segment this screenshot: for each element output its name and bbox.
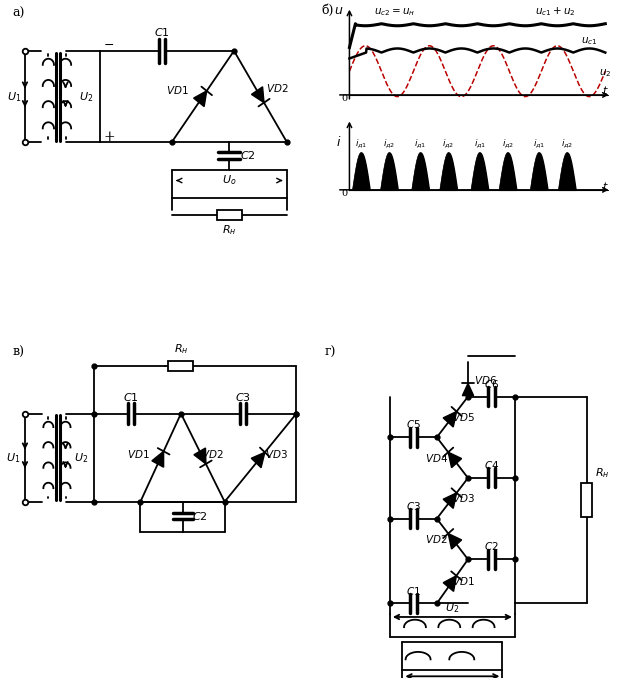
Text: а): а) [12, 7, 25, 20]
Bar [581, 483, 592, 517]
Text: г): г) [324, 346, 336, 359]
Text: $VD3$: $VD3$ [265, 448, 288, 460]
Text: $VD2$: $VD2$ [266, 82, 289, 94]
Text: $C1$: $C1$ [154, 26, 170, 38]
Bar [217, 210, 242, 220]
Text: $C6$: $C6$ [484, 378, 499, 390]
Text: +: + [104, 130, 115, 144]
Text: 0: 0 [342, 188, 348, 198]
Text: $i_{д2}$: $i_{д2}$ [561, 138, 573, 151]
Text: $VD2$: $VD2$ [201, 448, 223, 460]
Bar [168, 361, 193, 372]
Polygon shape [448, 534, 462, 549]
Text: $C3$: $C3$ [406, 500, 421, 512]
Text: $i_{д1}$: $i_{д1}$ [474, 138, 486, 151]
Text: $VD1$: $VD1$ [452, 576, 475, 587]
Text: $R_н$: $R_н$ [595, 466, 610, 480]
Text: $VD2$: $VD2$ [426, 533, 448, 545]
Text: $u_2$: $u_2$ [599, 67, 612, 79]
Text: $u_{c1}+u_2$: $u_{c1}+u_2$ [535, 5, 576, 18]
Text: $U_1$: $U_1$ [7, 89, 21, 104]
Text: $VD1$: $VD1$ [127, 448, 150, 460]
Text: $i_{д1}$: $i_{д1}$ [533, 138, 545, 151]
Polygon shape [443, 576, 456, 591]
Text: $t$: $t$ [602, 84, 608, 96]
Polygon shape [448, 452, 462, 468]
Text: $VD3$: $VD3$ [452, 492, 475, 504]
Polygon shape [251, 87, 264, 102]
Text: в): в) [12, 346, 24, 359]
Text: $VD5$: $VD5$ [452, 411, 475, 423]
Text: $u$: $u$ [334, 3, 343, 17]
Text: $t$: $t$ [602, 180, 608, 193]
Text: $i_{д1}$: $i_{д1}$ [414, 138, 427, 151]
Polygon shape [194, 448, 206, 464]
Text: $C1$: $C1$ [406, 584, 421, 597]
Text: $C3$: $C3$ [235, 391, 251, 403]
Text: $C1$: $C1$ [123, 391, 139, 403]
Text: $R_н$: $R_н$ [173, 342, 188, 356]
Text: $VD4$: $VD4$ [425, 452, 449, 464]
Text: $U_2$: $U_2$ [79, 89, 93, 104]
Text: $U_2$: $U_2$ [446, 601, 459, 616]
Text: $C4$: $C4$ [484, 459, 499, 471]
Text: $VD1$: $VD1$ [167, 84, 189, 96]
Text: б): б) [321, 3, 334, 17]
Text: $i_{д1}$: $i_{д1}$ [355, 138, 368, 151]
Text: $C5$: $C5$ [406, 418, 421, 431]
Text: $U_2$: $U_2$ [74, 451, 88, 464]
Polygon shape [443, 412, 457, 427]
Text: $C2$: $C2$ [192, 510, 208, 522]
Text: $R_н$: $R_н$ [222, 224, 236, 237]
Polygon shape [193, 91, 207, 106]
Text: $i_{д2}$: $i_{д2}$ [442, 138, 455, 151]
Text: $i$: $i$ [336, 136, 341, 149]
Polygon shape [251, 452, 265, 468]
Text: $i_{д2}$: $i_{д2}$ [502, 138, 514, 151]
Polygon shape [152, 452, 163, 467]
Text: 0: 0 [342, 94, 348, 103]
Text: $C2$: $C2$ [240, 149, 256, 161]
Polygon shape [462, 384, 474, 395]
Text: −: − [104, 39, 114, 52]
Text: $U_o$: $U_o$ [222, 174, 236, 187]
Text: $U_1$: $U_1$ [6, 451, 21, 464]
Text: $i_{д2}$: $i_{д2}$ [383, 138, 396, 151]
Text: $u_{c2}=u_н$: $u_{c2}=u_н$ [374, 6, 416, 18]
Text: $VD6$: $VD6$ [474, 374, 497, 386]
Text: $u_{c1}$: $u_{c1}$ [582, 35, 598, 47]
Text: $C2$: $C2$ [484, 540, 499, 553]
Polygon shape [443, 493, 457, 508]
